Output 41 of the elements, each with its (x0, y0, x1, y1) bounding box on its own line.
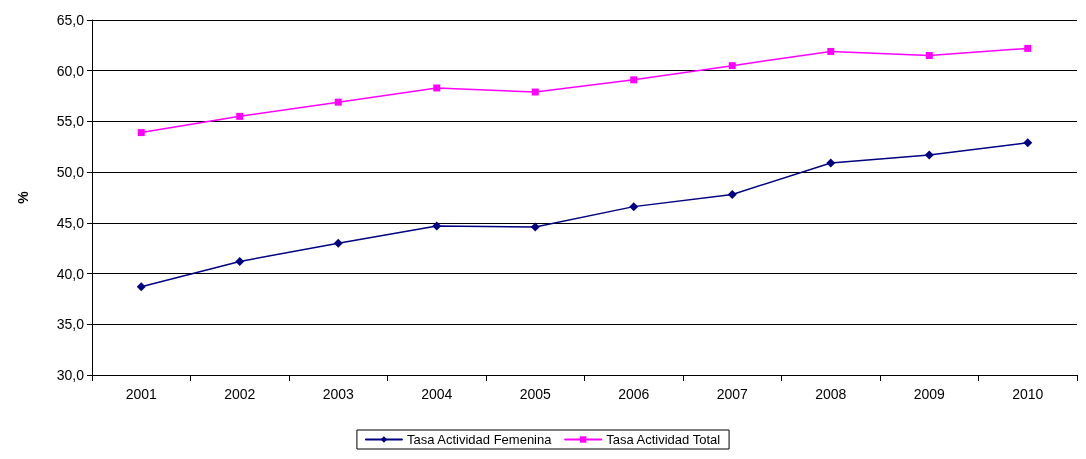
y-tick-label: 35,0 (56, 316, 85, 333)
x-tick-label: 2003 (322, 386, 355, 402)
point (1023, 138, 1033, 148)
point (630, 76, 638, 84)
y-axis-title: % (15, 190, 31, 204)
y-tick-label: 45,0 (56, 214, 85, 231)
point (1024, 44, 1032, 52)
x-tick-label: 2005 (519, 386, 552, 402)
x-tick-label: 2008 (815, 386, 847, 402)
point (728, 62, 736, 70)
point (826, 158, 836, 168)
point (236, 112, 244, 120)
x-tick-label: 2007 (716, 386, 749, 402)
x-tick-label: 2001 (125, 386, 158, 402)
y-tick-label: 60,0 (56, 62, 85, 79)
x-tick-label: 2006 (618, 386, 650, 402)
point (531, 88, 539, 96)
point (136, 282, 146, 292)
x-tick-label: 2004 (421, 386, 453, 402)
point (235, 256, 245, 266)
x-tick-label: 2009 (913, 386, 946, 402)
point (727, 189, 737, 199)
point (432, 221, 442, 231)
point (629, 202, 639, 212)
y-tick-label: 65,0 (56, 12, 85, 28)
y-tick-label: 30,0 (56, 367, 85, 383)
point (530, 222, 540, 232)
point (137, 129, 145, 137)
point (924, 150, 934, 160)
legend-label: Tasa Actividad Total (606, 432, 721, 447)
y-tick-label: 55,0 (56, 113, 85, 130)
x-tick-label: 2010 (1012, 386, 1044, 402)
point (925, 52, 933, 59)
legend-label: Tasa Actividad Femenina (406, 432, 553, 447)
point (433, 84, 441, 92)
x-tick-label: 2002 (224, 386, 256, 402)
point (333, 238, 343, 248)
point (827, 47, 835, 55)
y-tick-label: 40,0 (56, 265, 85, 282)
point (334, 98, 342, 106)
y-tick-label: 50,0 (56, 164, 85, 181)
